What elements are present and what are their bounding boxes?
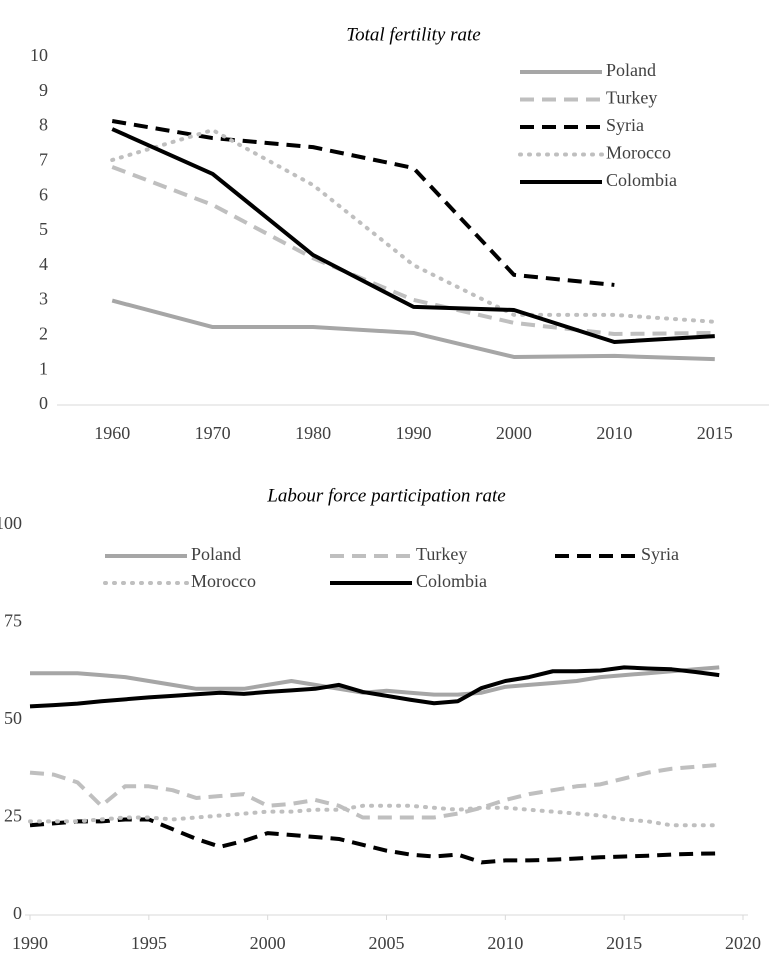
y-tick-label: 25 <box>4 806 22 826</box>
series-line <box>28 803 722 828</box>
x-tick-label: 1995 <box>131 933 167 953</box>
x-tick-label: 1960 <box>94 423 130 443</box>
series-line <box>29 817 720 865</box>
x-tick-label: 2010 <box>487 933 523 953</box>
series-line <box>111 127 715 345</box>
y-tick-label: 3 <box>39 289 48 309</box>
series-line <box>29 762 720 820</box>
legend-label: Syria <box>606 115 644 135</box>
x-tick-label: 2015 <box>606 933 642 953</box>
x-tick-label: 2005 <box>369 933 405 953</box>
y-tick-label: 100 <box>0 513 22 533</box>
y-tick-label: 75 <box>4 611 22 631</box>
y-tick-label: 10 <box>30 45 48 65</box>
y-tick-label: 6 <box>39 184 48 204</box>
y-tick-label: 5 <box>39 219 48 239</box>
y-tick-label: 8 <box>39 115 48 135</box>
series-line <box>29 665 720 709</box>
x-tick-label: 1970 <box>195 423 231 443</box>
legend-label: Morocco <box>191 571 256 591</box>
y-tick-label: 2 <box>39 324 48 344</box>
x-tick-label: 1990 <box>396 423 432 443</box>
chart-title: Labour force participation rate <box>266 485 505 506</box>
x-tick-label: 2010 <box>596 423 632 443</box>
legend-label: Colombia <box>606 170 677 190</box>
y-tick-label: 1 <box>39 358 48 378</box>
y-tick-label: 0 <box>13 903 22 923</box>
y-tick-label: 50 <box>4 708 22 728</box>
legend-label: Poland <box>606 60 656 80</box>
y-tick-label: 0 <box>39 393 48 413</box>
series-line <box>111 298 715 362</box>
series-line <box>111 119 615 287</box>
x-tick-label: 2015 <box>697 423 733 443</box>
x-tick-label: 1990 <box>12 933 48 953</box>
series-line <box>110 128 717 324</box>
legend-label: Colombia <box>416 571 487 591</box>
chart-title: Total fertility rate <box>346 24 480 45</box>
x-tick-label: 2020 <box>725 933 761 953</box>
x-tick-label: 2000 <box>250 933 286 953</box>
legend-label: Poland <box>191 544 241 564</box>
legend-label: Turkey <box>606 88 657 108</box>
x-tick-label: 1980 <box>295 423 331 443</box>
y-tick-label: 9 <box>39 80 48 100</box>
legend-label: Syria <box>641 544 679 564</box>
series-line <box>111 165 715 337</box>
series-line <box>30 665 720 697</box>
legend-label: Turkey <box>416 544 467 564</box>
legend-label: Morocco <box>606 143 671 163</box>
y-tick-label: 4 <box>39 254 48 274</box>
x-tick-label: 2000 <box>496 423 532 443</box>
y-tick-label: 7 <box>39 150 48 170</box>
